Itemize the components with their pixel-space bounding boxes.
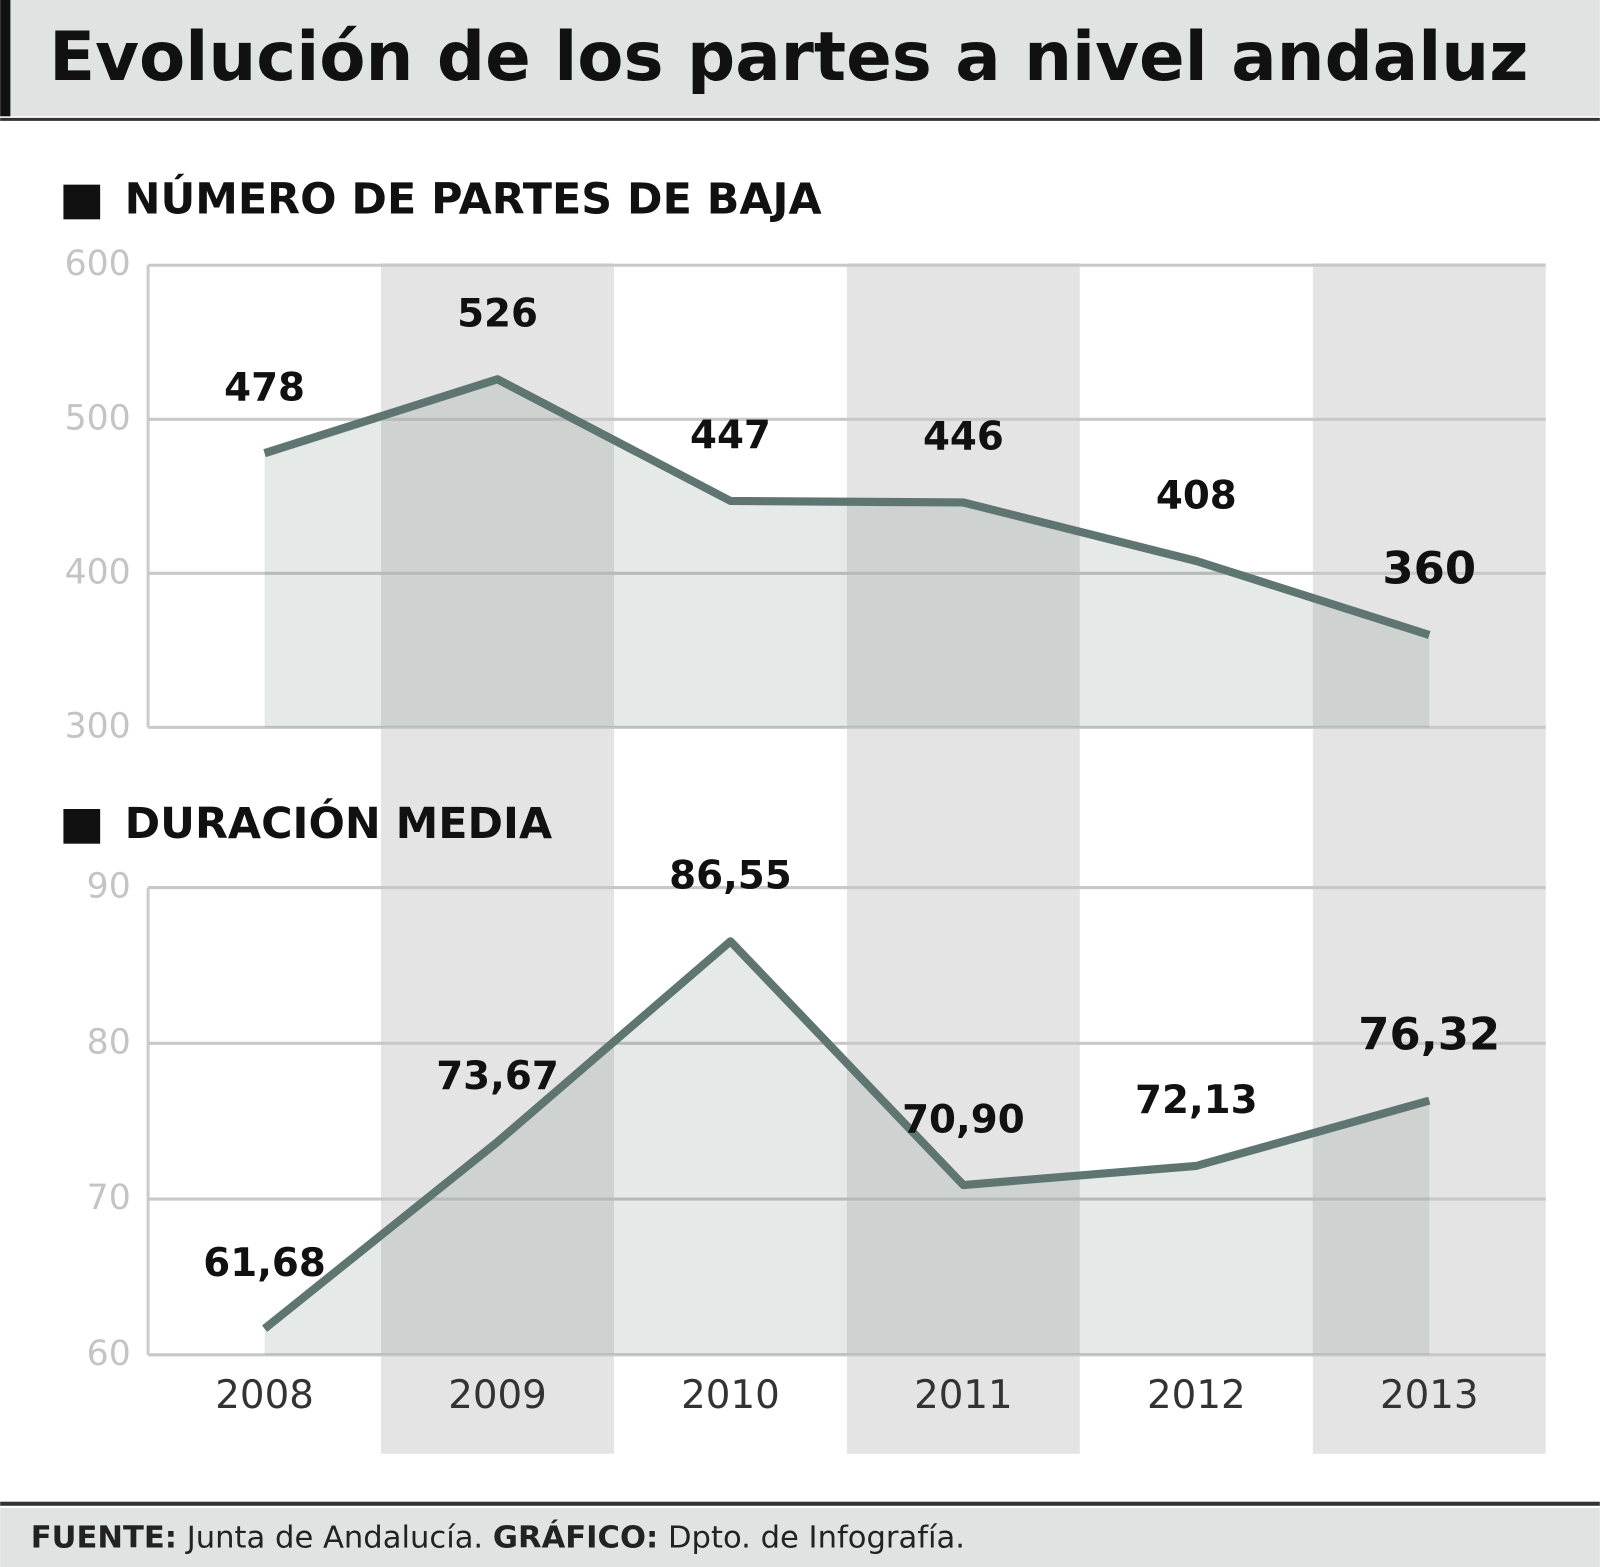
y-tick-label: 400: [65, 552, 131, 592]
line: [263, 375, 1431, 639]
value-label: 61,68: [203, 1241, 326, 1286]
credit: Dpto. de Infografía.: [668, 1520, 965, 1555]
x-tick-label: 2013: [1380, 1373, 1479, 1418]
title-accent: [0, 0, 11, 117]
x-tick-label: 2011: [914, 1373, 1013, 1418]
x-tick-label: 2010: [681, 1373, 780, 1418]
value-label: 447: [690, 413, 771, 458]
x-tick-label: 2012: [1147, 1373, 1246, 1418]
footer-bar: [0, 1507, 1600, 1567]
value-label: 76,32: [1358, 1007, 1500, 1060]
y-tick-label: 500: [65, 398, 131, 438]
area: [264, 379, 1430, 728]
area: [264, 941, 1430, 1355]
heading-marker: [63, 809, 101, 844]
value-label: 446: [923, 415, 1004, 460]
line: [262, 937, 1431, 1332]
source: Junta de Andalucía.: [185, 1520, 483, 1555]
column-band: [148, 263, 382, 1454]
value-label: 73,67: [436, 1054, 559, 1099]
heading-marker: [63, 184, 101, 220]
column-band: [846, 263, 1080, 1454]
x-tick-label: 2008: [215, 1373, 314, 1418]
title-bar: [0, 0, 1600, 117]
value-label: 360: [1382, 542, 1476, 595]
value-label: 526: [457, 291, 538, 336]
column-band: [1079, 263, 1313, 1454]
chart-heading: NÚMERO DE PARTES DE BAJA: [125, 173, 822, 224]
credit-label: GRÁFICO:: [493, 1519, 658, 1555]
footer: FUENTE: Junta de Andalucía. GRÁFICO: Dpt…: [31, 1519, 965, 1555]
title: Evolución de los partes a nivel andaluz: [49, 18, 1528, 96]
column-band: [1312, 263, 1546, 1454]
y-tick-label: 70: [87, 1178, 131, 1218]
value-label: 478: [224, 365, 305, 410]
footer-rule: [0, 1501, 1600, 1506]
y-tick-label: 80: [87, 1022, 131, 1062]
value-label: 72,13: [1135, 1078, 1258, 1123]
column-band: [381, 263, 614, 1454]
y-tick-label: 600: [65, 244, 131, 284]
x-tick-label: 2009: [448, 1373, 547, 1418]
value-label: 70,90: [902, 1097, 1025, 1142]
y-tick-label: 300: [65, 706, 131, 746]
y-tick-label: 60: [87, 1334, 131, 1374]
value-label: 86,55: [669, 854, 792, 899]
source-label: FUENTE:: [31, 1520, 177, 1555]
y-tick-label: 90: [87, 867, 131, 907]
chart-heading: DURACIÓN MEDIA: [125, 798, 553, 849]
value-label: 408: [1156, 473, 1237, 518]
